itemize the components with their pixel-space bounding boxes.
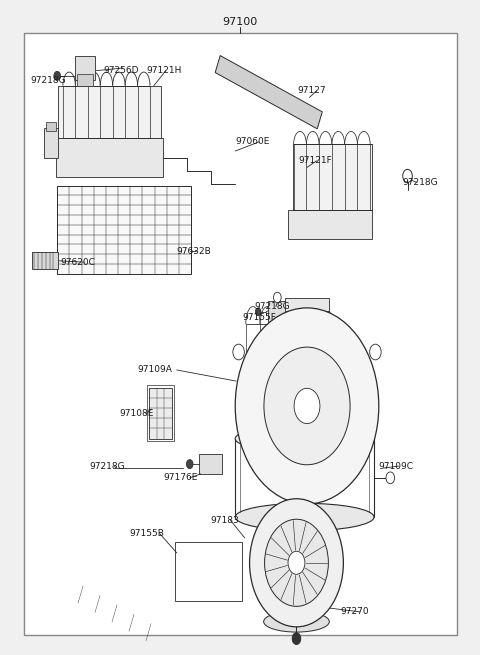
Text: 97100: 97100	[222, 16, 258, 27]
Circle shape	[264, 519, 328, 607]
Bar	[293, 145, 372, 210]
Circle shape	[186, 460, 193, 469]
Text: 97218G: 97218G	[403, 178, 438, 187]
Bar	[175, 542, 242, 601]
Ellipse shape	[235, 503, 374, 531]
Text: 97183: 97183	[210, 516, 239, 525]
Bar	[46, 122, 56, 132]
Text: 97109C: 97109C	[379, 462, 414, 470]
Polygon shape	[215, 56, 322, 129]
Text: 97218G: 97218G	[254, 302, 290, 311]
Bar	[56, 138, 163, 177]
Text: 97127: 97127	[298, 86, 326, 96]
Bar	[44, 128, 58, 158]
Text: 97060E: 97060E	[235, 138, 270, 146]
Text: 97121H: 97121H	[147, 66, 182, 75]
Ellipse shape	[235, 425, 374, 453]
Circle shape	[54, 71, 60, 81]
Bar	[288, 210, 372, 239]
Text: 97108E: 97108E	[120, 409, 154, 419]
Text: 97121F: 97121F	[299, 157, 332, 165]
Text: 97218G: 97218G	[89, 462, 125, 470]
Text: 97620C: 97620C	[60, 257, 96, 267]
Circle shape	[292, 633, 301, 645]
Text: 97155F: 97155F	[242, 313, 276, 322]
Circle shape	[235, 308, 379, 504]
Text: 97109A: 97109A	[137, 365, 172, 375]
Bar	[75, 56, 95, 81]
Bar	[147, 385, 174, 441]
Circle shape	[255, 308, 261, 316]
Circle shape	[386, 472, 395, 483]
Bar	[58, 86, 161, 138]
Text: 97176E: 97176E	[163, 474, 198, 482]
Bar	[77, 74, 93, 86]
Bar	[32, 252, 58, 269]
Circle shape	[250, 498, 343, 627]
Circle shape	[274, 292, 281, 303]
Circle shape	[288, 552, 305, 574]
Circle shape	[264, 347, 350, 465]
Text: 97256D: 97256D	[104, 66, 139, 75]
Text: 97218G: 97218G	[31, 76, 66, 85]
Bar	[286, 298, 328, 311]
Circle shape	[294, 388, 320, 424]
Circle shape	[403, 170, 412, 182]
Bar	[268, 301, 294, 322]
Bar	[149, 388, 172, 439]
Text: 97155B: 97155B	[129, 529, 164, 538]
Ellipse shape	[264, 611, 329, 632]
Bar	[199, 455, 222, 474]
Bar	[57, 185, 191, 274]
Text: 97270: 97270	[340, 607, 369, 616]
Circle shape	[233, 344, 244, 360]
Text: 97632B: 97632B	[177, 246, 212, 255]
Circle shape	[370, 344, 381, 360]
Circle shape	[301, 506, 313, 521]
